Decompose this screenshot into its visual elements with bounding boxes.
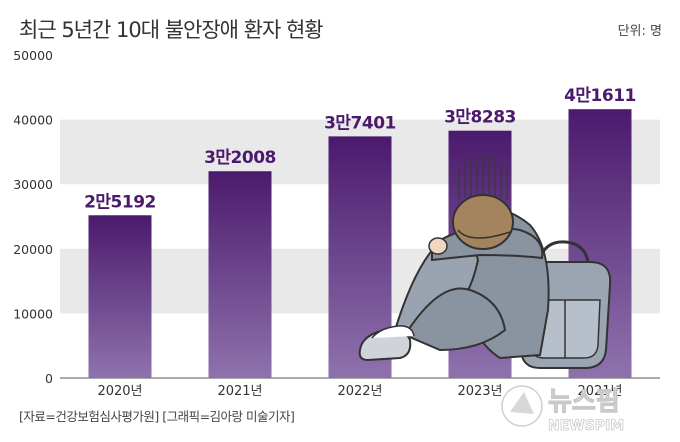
anxious-teen-illustration <box>358 154 612 369</box>
bar-value-label: 3만2008 <box>204 148 276 168</box>
chart-title: 최근 5년간 10대 불안장애 환자 현황 <box>19 18 324 42</box>
bar-value-label: 3만8283 <box>444 108 516 128</box>
x-tick-label: 2023년 <box>457 384 502 399</box>
logo-text-bottom: NEWSPIM <box>548 418 624 434</box>
x-tick-label: 2022년 <box>337 384 382 399</box>
logo-text-top: 뉴스핌 <box>548 387 620 417</box>
y-tick-label: 40000 <box>13 113 53 128</box>
bar-value-label: 3만7401 <box>324 113 396 133</box>
unit-label: 단위: 명 <box>617 24 662 39</box>
bar-value-label: 2만5192 <box>84 192 156 212</box>
y-tick-label: 10000 <box>13 306 53 321</box>
x-tick-label: 2021년 <box>577 384 622 399</box>
y-tick-label: 20000 <box>13 242 53 257</box>
x-tick-label: 2021년 <box>217 384 262 399</box>
y-tick-label: 50000 <box>13 48 53 63</box>
newspim-logo: 뉴스핌 NEWSPIM <box>501 385 625 434</box>
y-tick-label: 0 <box>45 371 53 386</box>
y-tick-label: 30000 <box>13 177 53 192</box>
x-tick-label: 2020년 <box>97 384 142 399</box>
bar <box>88 215 152 378</box>
bar-value-label: 4만1611 <box>564 86 636 106</box>
bar <box>208 171 272 378</box>
source-caption: [자료=건강보험심사평가원] [그래픽=김아랑 미술기자] <box>19 409 295 424</box>
logo-mark-icon <box>510 392 534 414</box>
